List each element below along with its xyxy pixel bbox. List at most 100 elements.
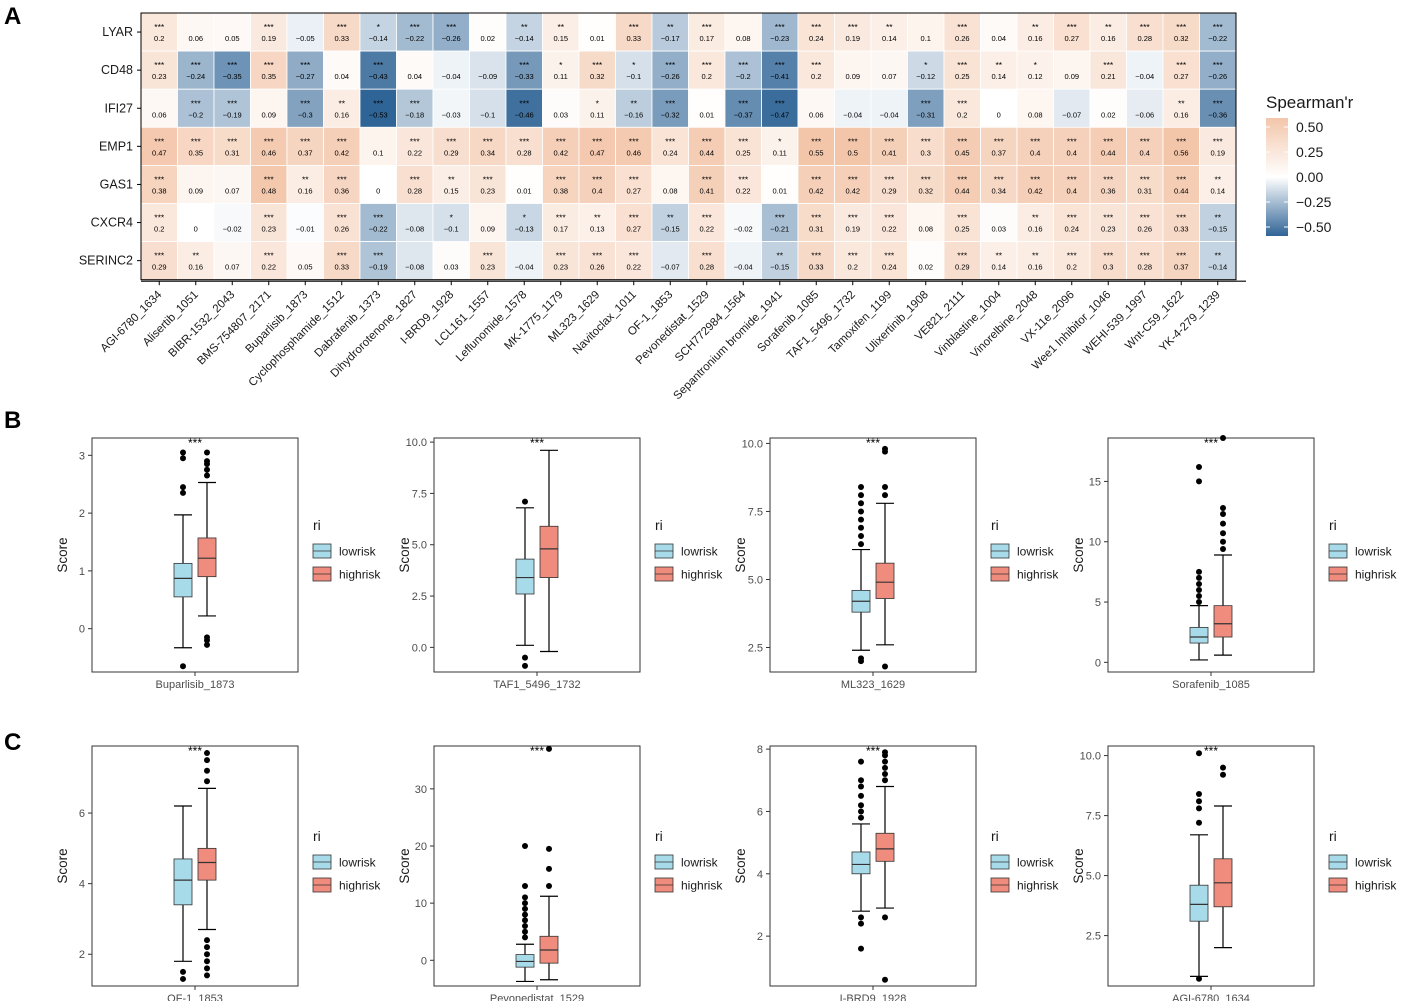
cell-significance: ** [338, 98, 345, 108]
cell-significance: *** [154, 174, 165, 184]
heatmap-cell [907, 241, 945, 281]
cell-significance: *** [1176, 22, 1187, 32]
lowrisk-box [173, 562, 193, 598]
cell-significance: *** [154, 251, 165, 261]
cell-value: −0.35 [223, 72, 242, 81]
cell-significance: *** [227, 60, 238, 70]
lowrisk-outlier [1196, 599, 1202, 606]
cell-significance: ** [1214, 174, 1221, 184]
highrisk-outlier [882, 777, 888, 784]
heatmap-cell [1016, 12, 1054, 52]
highrisk-outlier [882, 749, 888, 756]
heatmap-cell [469, 164, 507, 204]
column-label: AGI-6780_1634 [98, 288, 164, 354]
column-label: Ulixertinib_1908 [864, 289, 931, 356]
cell-value: 0.28 [407, 186, 422, 195]
heatmap-cell [834, 203, 872, 242]
cell-value: 0.4 [1067, 148, 1077, 157]
heatmap-cell [1016, 50, 1054, 90]
cell-value: −0.12 [916, 72, 935, 81]
cell-value: 0.06 [152, 110, 167, 119]
heatmap-cell [578, 164, 616, 204]
highrisk-outlier [882, 663, 888, 670]
cell-significance: *** [264, 136, 275, 146]
cell-value: −0.21 [770, 225, 789, 234]
cell-value: 0.4 [1140, 148, 1150, 157]
cell-value: 0.2 [1067, 263, 1077, 272]
boxplots: 0 1 2 3 Buparlisib_1873 Score *** ri lowrisk high… [55, 435, 1397, 1001]
cell-significance: *** [300, 98, 311, 108]
heatmap-cell [177, 164, 215, 204]
cell-value: 0.26 [334, 225, 349, 234]
cell-value: 0.29 [152, 263, 167, 272]
heatmap-cell [980, 203, 1018, 242]
lowrisk-outlier [858, 758, 864, 765]
cell-value: 0.47 [590, 148, 605, 157]
cell-value: 0.08 [1028, 110, 1043, 119]
y-tick-label: 10.0 [742, 438, 763, 450]
cell-value: 0 [376, 186, 380, 195]
highrisk-outlier [1220, 530, 1226, 537]
y-tick-label: 10.0 [406, 437, 427, 449]
heatmap-cell [615, 241, 653, 281]
plot-frame [1107, 745, 1315, 987]
cell-value: 0.03 [991, 225, 1006, 234]
heatmap-cell [688, 88, 726, 128]
cell-value: −0.26 [661, 72, 680, 81]
lowrisk-outlier [858, 483, 864, 490]
lowrisk-outlier [1196, 798, 1202, 805]
heatmap-cell [761, 88, 799, 128]
cell-value: 0.32 [918, 186, 933, 195]
cell-significance: *** [921, 98, 932, 108]
lowrisk-box [1189, 884, 1209, 922]
significance-label: *** [188, 744, 202, 758]
legend-title: ri [1329, 517, 1337, 533]
cell-value: −0.19 [369, 263, 388, 272]
heatmap-cell [469, 50, 507, 90]
cell-value: −0.04 [843, 110, 862, 119]
legend-title: ri [991, 517, 999, 533]
cell-value: 0.16 [1101, 34, 1116, 43]
lowrisk-outlier [522, 928, 528, 935]
highrisk-outlier [882, 764, 888, 771]
heatmap-cell [797, 164, 835, 204]
heatmap-cell [177, 12, 215, 52]
heatmap-cell [323, 88, 361, 128]
highrisk-outlier [204, 937, 210, 944]
cell-value: −0.08 [405, 225, 424, 234]
cell-value: 0.42 [809, 186, 824, 195]
heatmap-cell [724, 12, 762, 52]
heatmap-cell [213, 164, 251, 204]
legend-title: ri [991, 828, 999, 844]
heatmap-cell [834, 126, 872, 166]
heatmap-cell [1089, 88, 1127, 128]
cell-significance: *** [1176, 174, 1187, 184]
heatmap-cell [359, 164, 397, 204]
legend-title: ri [313, 517, 321, 533]
cell-value: 0.38 [152, 186, 167, 195]
cell-significance: *** [191, 136, 202, 146]
lowrisk-outlier [858, 814, 864, 821]
heatmap-cell [834, 241, 872, 281]
cell-significance: *** [775, 213, 786, 223]
highrisk-outlier [882, 445, 888, 452]
heatmap-cell [1162, 50, 1200, 90]
cell-significance: *** [1030, 174, 1041, 184]
legend-title: ri [313, 828, 321, 844]
heatmap-cell [907, 203, 945, 242]
cell-value: 0.34 [991, 186, 1006, 195]
heatmap-cell [396, 50, 434, 90]
cell-value: 0.01 [699, 110, 714, 119]
cell-significance: *** [227, 98, 238, 108]
cell-significance: *** [556, 136, 567, 146]
legend-label: lowrisk [1355, 856, 1393, 870]
boxplot-panel: 0.0 2.5 5.0 7.5 10.0 TAF1_5496_1732 Score *** ri… [397, 436, 723, 691]
cell-significance: *** [410, 174, 421, 184]
cell-value: 0.07 [225, 263, 240, 272]
cell-significance: *** [1140, 22, 1151, 32]
y-tick-label: 5.0 [1086, 871, 1101, 883]
heatmap-cell [980, 164, 1018, 204]
cell-value: −0.04 [880, 110, 899, 119]
y-tick-label: 30 [415, 784, 427, 796]
cell-value: −0.1 [626, 72, 641, 81]
